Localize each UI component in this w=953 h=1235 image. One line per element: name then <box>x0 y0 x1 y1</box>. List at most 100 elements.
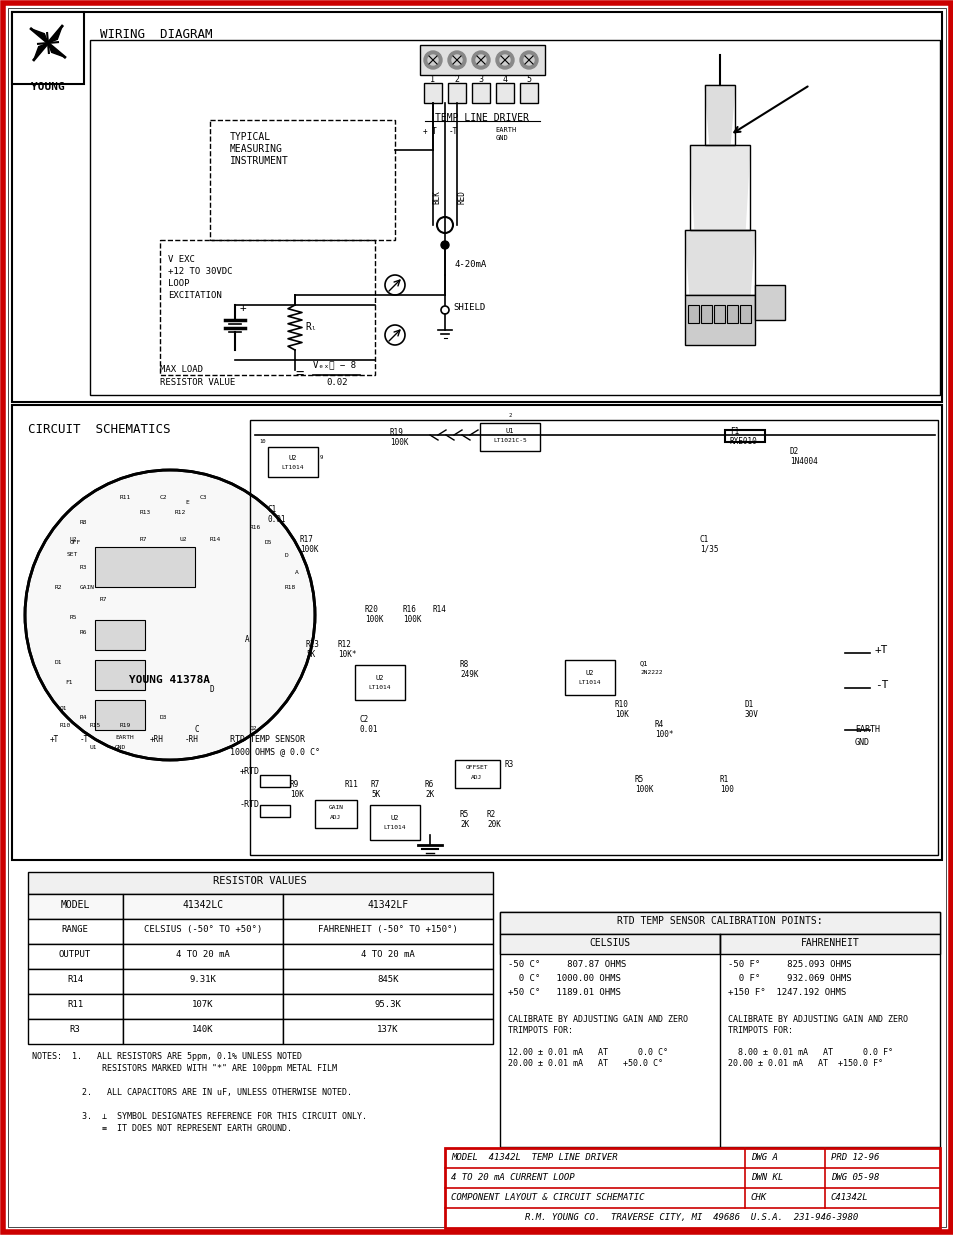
Bar <box>268 447 317 477</box>
Text: =: = <box>294 368 303 382</box>
Text: CALIBRATE BY ADJUSTING GAIN AND ZERO: CALIBRATE BY ADJUSTING GAIN AND ZERO <box>507 1015 687 1024</box>
Bar <box>250 420 937 855</box>
Text: R14: R14 <box>67 974 83 984</box>
Text: +12 TO 30VDC: +12 TO 30VDC <box>168 267 233 275</box>
Text: 12.00 ± 0.01 mA   AT      0.0 C°: 12.00 ± 0.01 mA AT 0.0 C° <box>507 1049 667 1057</box>
Text: 4 TO 20 mA: 4 TO 20 mA <box>176 950 230 960</box>
Text: R13: R13 <box>140 510 152 515</box>
Text: -50 C°     807.87 OHMS: -50 C° 807.87 OHMS <box>507 960 625 969</box>
Bar <box>260 776 290 787</box>
Text: RXE010: RXE010 <box>729 437 757 446</box>
Text: R9: R9 <box>290 781 299 789</box>
Circle shape <box>448 51 465 69</box>
Bar <box>28 919 123 944</box>
Text: R10: R10 <box>615 700 628 709</box>
Text: C1: C1 <box>268 505 277 514</box>
Text: OUTPUT: OUTPUT <box>59 950 91 960</box>
Text: R7: R7 <box>371 781 380 789</box>
Polygon shape <box>48 43 65 57</box>
Text: R16: R16 <box>250 525 261 530</box>
Text: MAX LOAD: MAX LOAD <box>160 366 203 374</box>
Circle shape <box>523 56 534 65</box>
Circle shape <box>472 51 490 69</box>
Circle shape <box>440 241 449 249</box>
Text: D: D <box>210 685 214 694</box>
Bar <box>499 911 939 1147</box>
Text: U2: U2 <box>180 537 188 542</box>
Text: 20.00 ± 0.01 mA   AT   +50.0 C°: 20.00 ± 0.01 mA AT +50.0 C° <box>507 1058 662 1068</box>
Text: Q2: Q2 <box>250 725 257 730</box>
Bar <box>123 894 283 919</box>
Text: U2: U2 <box>375 676 384 680</box>
Bar <box>726 305 738 324</box>
Bar <box>448 83 465 103</box>
Text: YOUNG: YOUNG <box>31 82 65 91</box>
Bar <box>123 919 283 944</box>
Circle shape <box>476 56 485 65</box>
Text: R8: R8 <box>459 659 469 669</box>
Bar <box>90 40 939 395</box>
Text: +150 F°  1247.192 OHMS: +150 F° 1247.192 OHMS <box>727 988 845 997</box>
Text: RTD TEMP SENSOR CALIBRATION POINTS:: RTD TEMP SENSOR CALIBRATION POINTS: <box>617 916 821 926</box>
Text: LT1014: LT1014 <box>578 680 600 685</box>
Text: DWG A: DWG A <box>750 1153 777 1162</box>
Text: R5: R5 <box>635 776 643 784</box>
Text: R3: R3 <box>504 760 514 769</box>
Text: CHK: CHK <box>750 1193 766 1202</box>
Polygon shape <box>33 43 48 59</box>
Text: LOOP: LOOP <box>168 279 190 288</box>
Bar <box>713 305 724 324</box>
Text: 3.  ⊥  SYMBOL DESIGNATES REFERENCE FOR THIS CIRCUIT ONLY.: 3. ⊥ SYMBOL DESIGNATES REFERENCE FOR THI… <box>32 1112 367 1121</box>
Bar <box>479 424 539 451</box>
Text: OFF: OFF <box>70 540 81 545</box>
Text: R14: R14 <box>210 537 221 542</box>
Text: +: + <box>240 303 247 312</box>
Text: 2K: 2K <box>424 790 434 799</box>
Text: 5K: 5K <box>306 650 314 659</box>
Text: 100K: 100K <box>635 785 653 794</box>
Text: 100K: 100K <box>402 615 421 624</box>
Text: U1: U1 <box>505 429 514 433</box>
Text: RTD TEMP SENSOR: RTD TEMP SENSOR <box>230 735 305 743</box>
Bar <box>283 894 493 919</box>
Bar <box>519 83 537 103</box>
Bar <box>28 994 123 1019</box>
Bar <box>95 700 145 730</box>
Text: PRD 12-96: PRD 12-96 <box>830 1153 879 1162</box>
Text: 2.   ALL CAPACITORS ARE IN uF, UNLESS OTHERWISE NOTED.: 2. ALL CAPACITORS ARE IN uF, UNLESS OTHE… <box>32 1088 352 1097</box>
Text: R18: R18 <box>285 585 296 590</box>
Text: 1000 OHMS @ 0.0 C°: 1000 OHMS @ 0.0 C° <box>230 747 319 756</box>
Text: U2: U2 <box>391 815 399 821</box>
Bar <box>260 805 290 818</box>
Text: SHIELD: SHIELD <box>453 303 485 312</box>
Polygon shape <box>684 230 754 295</box>
Text: Q1: Q1 <box>60 705 68 710</box>
Bar <box>123 969 283 994</box>
Text: DWN KL: DWN KL <box>750 1173 782 1182</box>
Text: R13: R13 <box>306 640 319 650</box>
Text: LT1014: LT1014 <box>281 466 304 471</box>
Text: 100K: 100K <box>390 438 408 447</box>
Text: R3: R3 <box>70 1025 80 1034</box>
Bar <box>123 944 283 969</box>
Text: -RTD: -RTD <box>240 800 260 809</box>
Bar <box>444 1149 939 1228</box>
Circle shape <box>496 51 514 69</box>
Text: FAHRENHEIT (-50° TO +150°): FAHRENHEIT (-50° TO +150°) <box>317 925 457 934</box>
Bar <box>496 83 514 103</box>
Text: BLK: BLK <box>432 190 440 204</box>
Text: R4: R4 <box>655 720 663 729</box>
Text: RESISTORS MARKED WITH "*" ARE 100ppm METAL FILM: RESISTORS MARKED WITH "*" ARE 100ppm MET… <box>32 1065 336 1073</box>
Text: 845K: 845K <box>376 974 398 984</box>
Text: R7: R7 <box>140 537 148 542</box>
Text: 41342LC: 41342LC <box>182 900 223 910</box>
Bar <box>419 44 544 75</box>
Text: MODEL  41342L  TEMP LINE DRIVER: MODEL 41342L TEMP LINE DRIVER <box>451 1153 617 1162</box>
Text: CELSIUS (-50° TO +50°): CELSIUS (-50° TO +50°) <box>144 925 262 934</box>
Bar <box>754 285 784 320</box>
Text: R11: R11 <box>67 1000 83 1009</box>
Bar <box>283 1019 493 1044</box>
Text: 9: 9 <box>319 454 323 459</box>
Text: 5K: 5K <box>371 790 380 799</box>
Text: Q1: Q1 <box>639 659 648 666</box>
